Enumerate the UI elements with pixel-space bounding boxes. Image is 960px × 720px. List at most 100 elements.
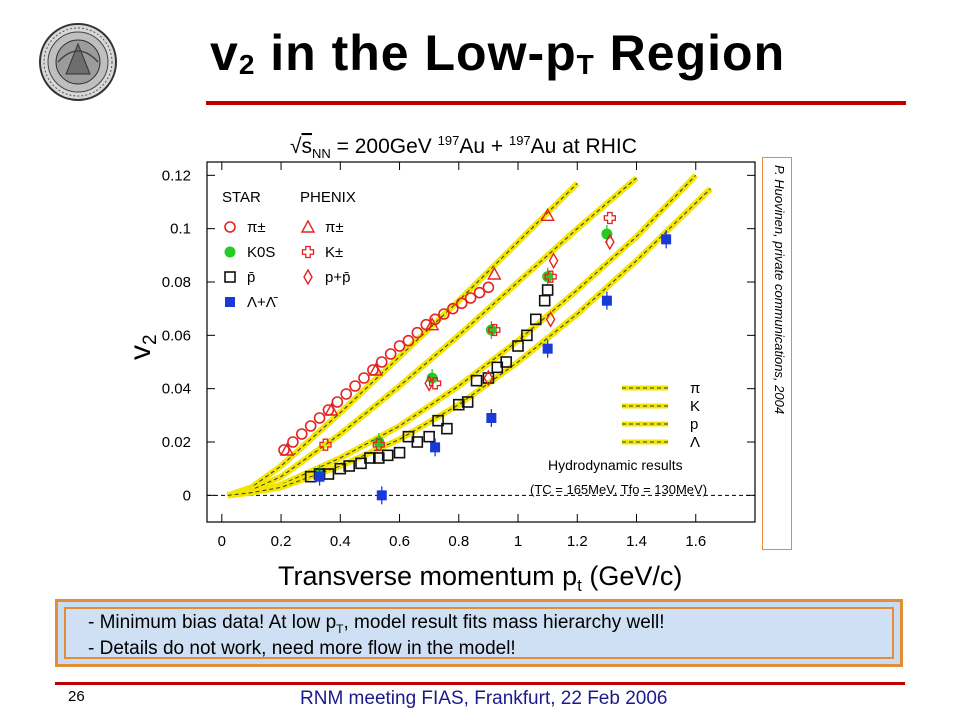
marker-square-open [381,449,394,462]
marker-circle-open [287,436,299,448]
hydro-curves [226,173,713,499]
summary-inner [64,607,894,659]
y-tick-label: 0.12 [162,167,191,184]
marker-cross-open [428,377,442,390]
legend-header-star: STAR [222,189,261,206]
x-tick-label: 0.2 [271,533,292,550]
hydro-legend-caption: Hydrodynamic results [548,457,683,473]
marker-triangle-open [540,207,555,222]
marker-circle-open [349,380,361,392]
x-tick-label: 0.6 [389,533,410,550]
plot-frame [206,161,756,523]
marker-square-filled [542,343,553,354]
marker-circle-open [358,372,370,384]
marker-square-open [441,422,453,435]
chart-title: √sNN = 200GeV 197Au + 197Au at RHIC [290,133,637,161]
marker-square-open [482,372,495,384]
marker-square-filled [314,471,325,482]
marker-square-open [334,462,347,475]
summary-line-1: - Minimum bias data! At low pT, model re… [88,612,665,636]
marker-square-filled [486,413,497,423]
footer-divider [55,682,905,685]
marker-square-open [423,430,435,443]
marker-square-filled [430,442,441,453]
marker-square-open [224,271,236,283]
university-seal-logo [39,23,117,101]
legend-header-phenix: PHENIX [300,189,356,206]
x-tick-label: 1 [514,533,522,550]
y-tick-label: 0.06 [162,327,191,344]
y-tick-label: 0.02 [162,434,191,451]
marker-circle-open [455,297,468,310]
marker-square-open [529,313,542,326]
marker-triangle-open [279,442,295,456]
marker-cross-open [544,270,557,283]
marker-square-open [538,294,551,307]
y-tick-label: 0 [183,487,191,504]
summary-box: - Minimum bias data! At low pT, model re… [55,599,903,667]
marker-triangle-open [300,219,316,233]
slide-title: v2 in the Low-pT Region [210,25,786,81]
marker-cross-open [603,211,617,225]
marker-diamond-open [303,268,313,286]
marker-circle-open [438,308,450,320]
marker-circle-open [224,221,236,233]
hydro-legend-label: p [690,416,698,433]
footer-text: RNM meeting FIAS, Frankfurt, 22 Feb 2006 [300,688,668,709]
credit-text: P. Huovinen, private communications, 200… [772,165,787,415]
marker-square-filled [661,234,672,245]
x-tick-label: 0.4 [330,533,351,550]
marker-square-open [432,414,444,427]
marker-square-open [373,452,385,464]
marker-square-open [470,374,483,387]
marker-triangle-open [368,362,384,376]
title-divider [206,101,906,105]
marker-circle-open [393,340,406,352]
hydro-curve-Λ [227,188,711,496]
marker-diamond-open [483,369,494,387]
marker-square-open [343,460,355,472]
marker-square-open [364,452,376,464]
marker-cross-open [372,438,385,451]
x-axis-label: Transverse momentum pt (GeV/c) [278,561,682,595]
marker-circle-open [331,396,344,408]
marker-triangle-open [324,402,339,416]
marker-circle-open [411,326,424,339]
legend-label-star: p̄ [247,269,255,286]
marker-square-open [461,396,474,408]
x-tick-label: 1.6 [685,533,706,550]
marker-cross-open [488,323,501,337]
y-tick-label: 0.04 [162,381,191,398]
marker-cross-open [301,245,315,259]
marker-square-open [512,340,524,352]
marker-circle-open [482,281,495,294]
marker-square-open [500,356,512,368]
marker-square-filled [225,297,235,307]
hydro-curve-π [227,182,578,496]
marker-square-open [541,284,554,296]
marker-circle-open [375,356,388,368]
marker-circle-open [295,428,308,440]
marker-square-open [411,436,424,448]
legend-label-star: K0S [247,244,275,261]
legend-label-phenix: p+p̄ [325,269,350,286]
x-tick-label: 0 [218,533,226,550]
x-tick-label: 1.2 [567,533,588,550]
marker-cross-open [319,438,332,451]
legend-label-phenix: π± [325,219,344,236]
marker-triangle-open [487,266,502,280]
hydro-legend-label: K [690,398,700,415]
marker-square-open [452,398,465,411]
hydro-legend-label: Λ [690,434,700,451]
marker-circle-open [402,334,415,347]
marker-square-open [521,329,533,342]
marker-diamond-open [545,310,556,328]
marker-diamond-open [605,233,615,251]
x-tick-label: 1.4 [626,533,647,550]
y-tick-label: 0.1 [170,221,191,238]
legend-label-phenix: K± [325,244,343,261]
y-axis-label: v2 [124,334,161,360]
data-points [278,207,672,505]
v2-chart: √sNN = 200GeV 197Au + 197Au at RHIC 0 0.2… [124,133,756,595]
